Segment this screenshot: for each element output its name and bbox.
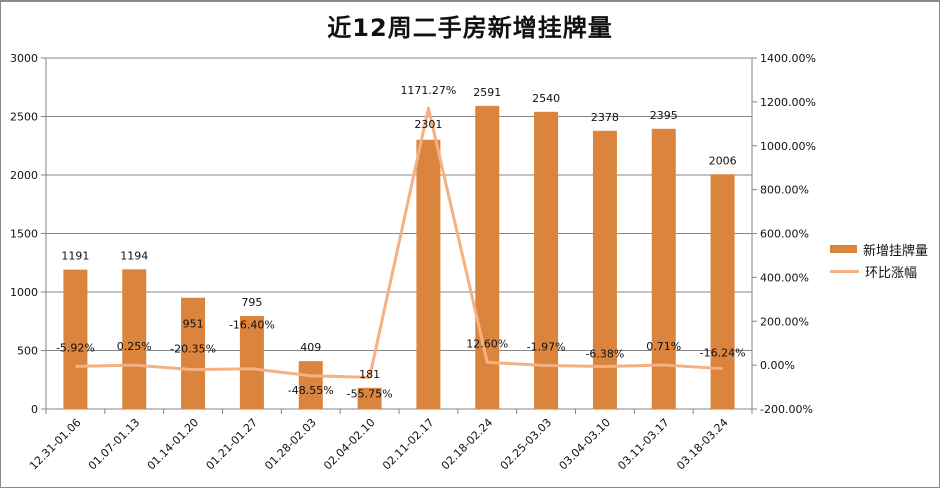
line-value-label: -20.35% [170,343,216,356]
right-axis-label: 800.00% [760,184,809,197]
x-axis-label: 01.21-01.27 [204,416,261,473]
growth-line [75,106,723,379]
x-axis-label: 02.18-02.24 [439,416,496,473]
bar [298,361,323,409]
line-value-label: 1171.27% [400,84,456,97]
bar [416,139,441,409]
legend-item-line[interactable]: 环比涨幅 [830,260,928,282]
line-value-label: -1.97% [527,341,566,354]
right-axis-label: 600.00% [760,228,809,241]
legend-item-bar[interactable]: 新增挂牌量 [830,238,928,260]
line-value-label: -16.40% [229,319,275,332]
left-axis-label: 2000 [10,169,38,182]
left-axis-label: 1500 [10,228,38,241]
legend-line-label: 环比涨幅 [865,265,918,281]
right-axis-label: 200.00% [760,315,809,328]
bar [651,128,676,409]
line-value-label: -5.92% [56,341,95,354]
right-axis-label: 1000.00% [760,140,816,153]
bar-value-label: 1194 [120,249,148,262]
line-value-label: 0.71% [646,340,681,353]
legend-line-swatch-icon [830,269,859,273]
right-axis-label: 400.00% [760,271,809,284]
x-axis-label: 01.14-01.20 [145,416,202,473]
bar-value-label: 181 [359,368,380,381]
bar-value-label: 795 [241,296,262,309]
line-value-label: -55.75% [347,387,393,400]
x-axis-label: 01.28-02.03 [262,416,319,473]
line-value-label: -16.24% [700,347,746,360]
x-axis-label: 02.11-02.17 [380,416,437,473]
bar-value-label: 951 [183,318,204,331]
bar-value-label: 2301 [414,118,442,131]
bar [357,387,382,409]
right-axis-label: -200.00% [760,403,813,416]
line-value-label: -6.38% [585,348,624,361]
bar-value-label: 409 [300,341,321,354]
frame-top-border [0,0,940,2]
legend-bar-label: 新增挂牌量 [863,243,929,259]
chart-title: 近12周二手房新增挂牌量 [327,14,613,42]
x-axis-label: 03.04-03.10 [557,416,614,473]
right-axis-label: 1400.00% [760,52,816,65]
x-axis-label: 03.18-03.24 [674,416,731,473]
bar-value-label: 1191 [61,250,89,263]
left-axis-label: 2500 [10,111,38,124]
x-axis-label: 02.04-02.10 [321,416,378,473]
bar-value-label: 2006 [709,154,737,167]
left-axis-label: 500 [17,345,38,358]
line-value-label: -48.55% [288,384,334,397]
x-axis-label: 01.07-01.13 [86,416,143,473]
x-axis-label: 12.31-01.06 [27,416,84,473]
x-axis-label: 03.11-03.17 [615,416,672,473]
legend: 新增挂牌量 环比涨幅 [830,238,928,282]
line-value-label: 12.60% [466,337,508,350]
bar [710,174,735,409]
right-axis-label: 1200.00% [760,96,816,109]
legend-bar-swatch-icon [830,245,857,253]
bar-value-label: 2540 [532,92,560,105]
bar [63,269,88,409]
bar [122,269,147,409]
left-axis-label: 0 [31,403,38,416]
bar-value-label: 2591 [473,86,501,99]
left-axis-label: 3000 [10,52,38,65]
right-axis-label: 0.00% [760,359,795,372]
bar-value-label: 2378 [591,111,619,124]
line-value-label: 0.25% [117,340,152,353]
x-axis-label: 02.25-03.03 [498,416,555,473]
bar [239,315,264,409]
bar [181,297,206,409]
bar-value-label: 2395 [650,109,678,122]
left-axis-label: 1000 [10,286,38,299]
bar [534,111,559,409]
bar [592,130,617,410]
